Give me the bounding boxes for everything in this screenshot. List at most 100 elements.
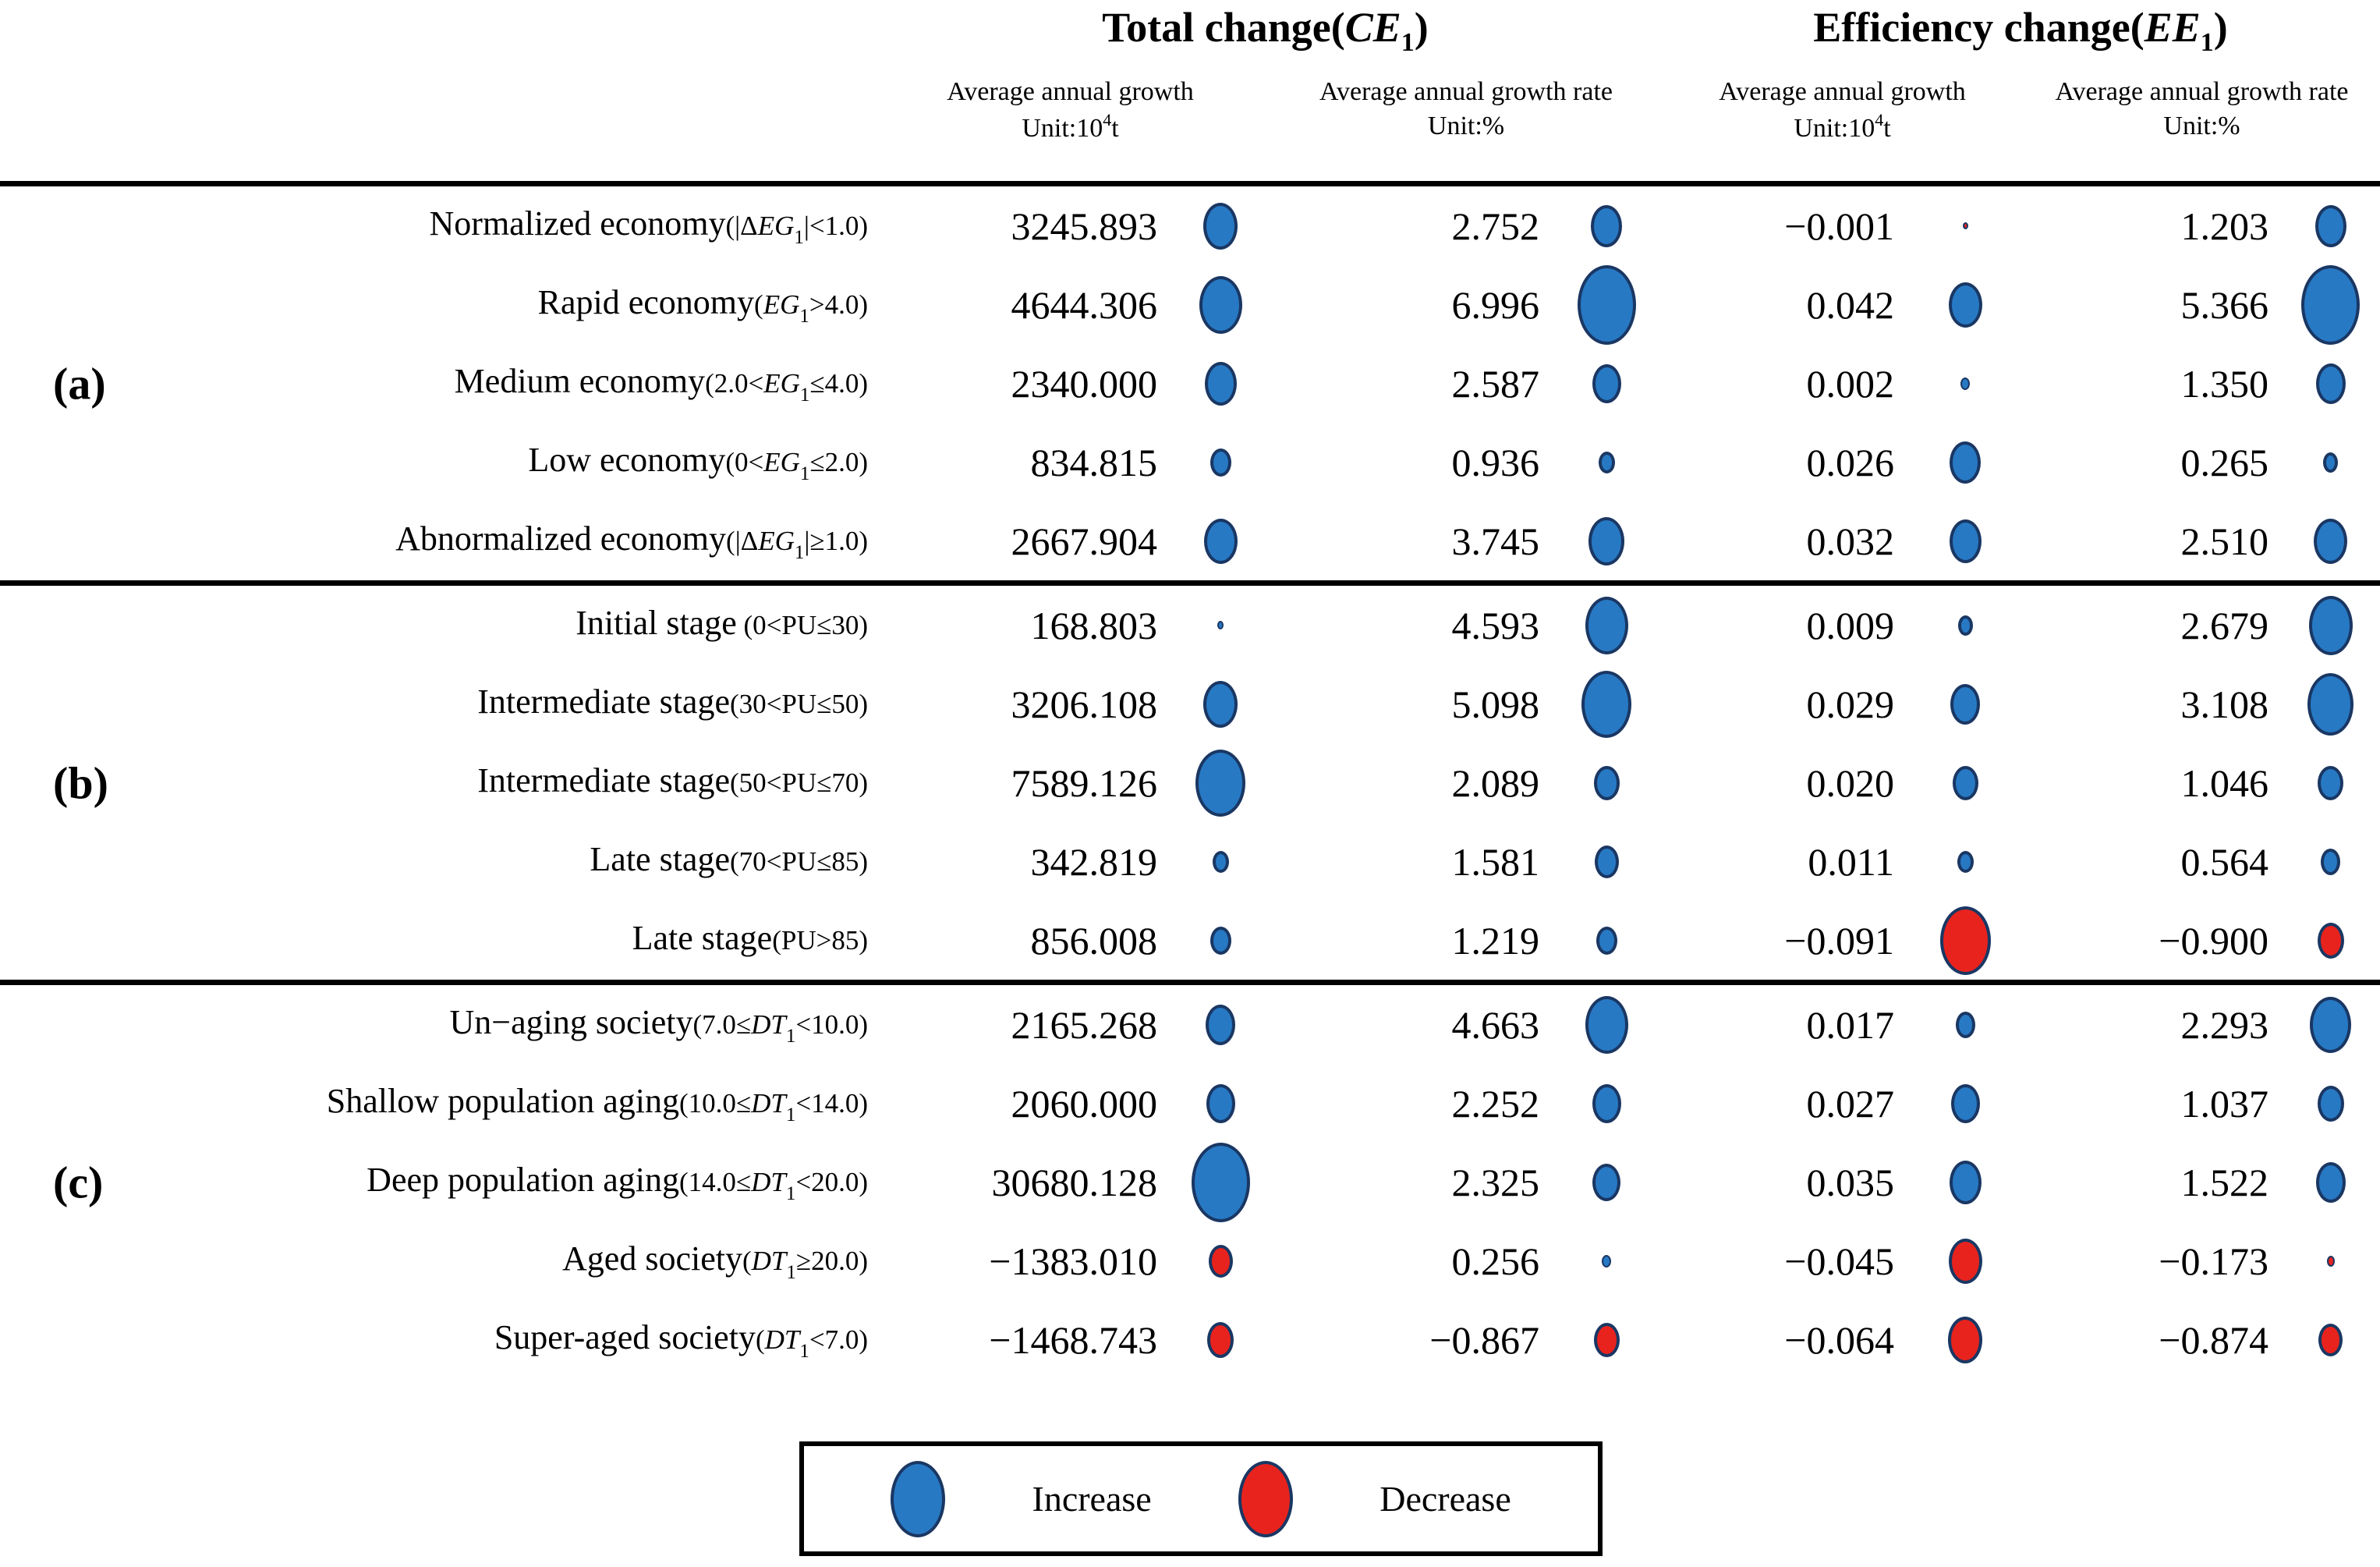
bubble-cell: [1170, 1300, 1271, 1379]
cell-value: 0.256: [1451, 1239, 1540, 1283]
bubble-cell: [2281, 1064, 2380, 1143]
cell-value: 0.029: [1806, 682, 1895, 726]
bubble-cell: [1170, 743, 1271, 822]
section-c-marker: (c): [53, 1157, 104, 1207]
bubble-cell: [1170, 423, 1271, 502]
row-label-name: Un−aging society: [449, 1002, 693, 1041]
row-label-cond-pre: (0<PU≤30): [736, 609, 869, 640]
row-label: Rapid economy(EG1>4.0): [0, 282, 869, 328]
increase-bubble-icon: [2321, 848, 2340, 875]
bubble-cell: [2281, 901, 2380, 980]
cell-value: 30680.128: [991, 1160, 1158, 1204]
decrease-bubble-icon: [2317, 922, 2344, 959]
decrease-bubble-icon: [1948, 1316, 1982, 1363]
group-header-variable: CE: [1344, 4, 1401, 51]
increase-bubble-icon: [1199, 275, 1242, 334]
row-label-cond-pre: (0<: [725, 446, 764, 477]
group-header-total-change: Total change(CE1): [869, 3, 1661, 58]
cell-value: 2.293: [2180, 1002, 2269, 1047]
row-label: Un−aging society(7.0≤DT1<10.0): [0, 1002, 869, 1048]
cell-value: −0.091: [1784, 918, 1894, 963]
cell-value: 856.008: [1030, 918, 1158, 963]
row-label-cond-pre: (14.0≤: [678, 1166, 752, 1197]
increase-bubble-icon: [1195, 749, 1245, 817]
row-label-cond-pre: (: [755, 1324, 765, 1355]
cell-value: 5.098: [1451, 682, 1540, 726]
cell-value: 3206.108: [1011, 682, 1158, 726]
bubble-cell: [2281, 1300, 2380, 1379]
row-label-name: Rapid economy: [537, 282, 755, 321]
column-header-growth-1: Average annual growth Unit:104t: [869, 75, 1271, 146]
increase-bubble-icon: [1212, 850, 1229, 873]
bubble-cell: [2281, 344, 2380, 423]
row-label: Intermediate stage(30<PU≤50): [0, 682, 869, 727]
increase-bubble-icon: [1950, 1083, 1980, 1123]
increase-bubble-icon: [1957, 615, 1973, 636]
row-label-cond-post: <20.0): [795, 1166, 868, 1197]
row-label-cond-post: |≥1.0): [804, 525, 868, 556]
row-label-variable: EG: [763, 289, 800, 320]
increase-bubble-icon: [1203, 202, 1238, 250]
table-row: Aged society(DT1≥20.0) −1383.010 0.256 −…: [0, 1221, 2380, 1300]
row-label-cond-pre: (|Δ: [726, 525, 759, 556]
increase-bubble-icon: [1952, 765, 1978, 800]
row-label: Shallow population aging(10.0≤DT1<14.0): [0, 1081, 869, 1126]
row-label-variable: EG: [757, 210, 795, 241]
bubble-cell: [2281, 502, 2380, 580]
bubble-cell: [1907, 423, 2024, 502]
cell-value: 2165.268: [1011, 1002, 1158, 1047]
cell-value: 1.350: [2180, 361, 2269, 406]
table-row: Abnormalized economy(|ΔEG1|≥1.0) 2667.90…: [0, 502, 2380, 580]
column-header-line1: Average annual growth: [1719, 77, 1966, 106]
cell-value: −0.867: [1429, 1317, 1539, 1362]
bubble-cell: [1907, 502, 2024, 580]
row-label-name: Low economy: [528, 440, 726, 479]
cell-value: 1.522: [2180, 1160, 2269, 1204]
bubble-cell: [2281, 743, 2380, 822]
column-header-line1: Average annual growth rate: [1319, 77, 1613, 106]
bubble-cell: [1170, 1142, 1271, 1222]
row-label-cond-pre: (: [754, 289, 763, 320]
section-b: (b) Initial stage (0<PU≤30) 168.803 4.59…: [0, 586, 2380, 980]
legend-box: Increase Decrease: [799, 1441, 1603, 1556]
table-row: Medium economy(2.0<EG1≤4.0) 2340.000 2.5…: [0, 344, 2380, 423]
increase-bubble-icon: [1594, 845, 1619, 878]
table-row: Late stage(70<PU≤85) 342.819 1.581 0.011…: [0, 822, 2380, 901]
cell-value: 2340.000: [1011, 361, 1158, 406]
increase-bubble-icon: [1593, 765, 1620, 800]
bubble-cell: [1552, 1064, 1661, 1143]
column-header-unit: Unit:10: [1794, 114, 1875, 144]
column-header-unit: Unit:%: [2163, 112, 2240, 141]
row-label-subscript: 1: [786, 1261, 796, 1283]
row-label-subscript: 1: [799, 1340, 809, 1362]
bubble-cell: [2281, 264, 2380, 345]
bubble-cell: [1907, 1221, 2024, 1300]
increase-bubble-icon: [2315, 1161, 2346, 1203]
row-label: Initial stage (0<PU≤30): [0, 603, 869, 648]
cell-value: 0.042: [1806, 282, 1895, 327]
increase-bubble-icon: [1955, 1011, 1975, 1038]
section-divider-line: [0, 980, 2380, 985]
row-label-name: Intermediate stage: [477, 760, 730, 799]
column-header-unit-post: t: [1883, 114, 1891, 144]
cell-value: 0.564: [2180, 839, 2269, 884]
cell-value: 1.037: [2180, 1081, 2269, 1126]
bubble-cell: [2281, 822, 2380, 901]
section-a: (a) Normalized economy(|ΔEG1|<1.0) 3245.…: [0, 186, 2380, 580]
row-label-name: Abnormalized economy: [395, 519, 727, 558]
row-label: Abnormalized economy(|ΔEG1|≥1.0): [0, 519, 869, 564]
legend-decrease-label: Decrease: [1379, 1479, 1511, 1519]
table-row: Super-aged society(DT1<7.0) −1468.743 −0…: [0, 1300, 2380, 1379]
row-label-subscript: 1: [794, 226, 804, 248]
row-label-name: Normalized economy: [429, 204, 726, 243]
table-row: Initial stage (0<PU≤30) 168.803 4.593 0.…: [0, 586, 2380, 665]
row-label-cond-post: <10.0): [795, 1009, 868, 1040]
row-label: Intermediate stage(50<PU≤70): [0, 760, 869, 806]
bubble-cell: [1907, 1064, 2024, 1143]
table-row: Low economy(0<EG1≤2.0) 834.815 0.936 0.0…: [0, 423, 2380, 502]
bubble-cell: [1170, 665, 1271, 743]
bubble-cell: [1907, 665, 2024, 743]
bubble-cell: [1552, 985, 1661, 1064]
row-label-variable: DT: [751, 1245, 787, 1276]
increase-bubble-icon: [2307, 672, 2353, 736]
